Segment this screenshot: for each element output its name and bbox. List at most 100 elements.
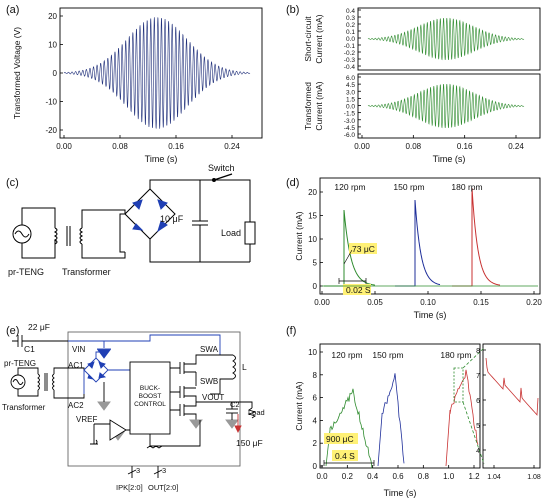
f-charge-annotation: 900 μC (326, 434, 354, 444)
a-ytick-2: 0 (53, 69, 58, 78)
b-top-ytick-8: -0.4 (344, 64, 356, 71)
d-rpm-label-120: 120 rpm (334, 182, 365, 192)
comparator-amp (109, 419, 127, 441)
inset-180rpm-trace (485, 357, 539, 416)
d-time-annotation: 0.02 S (346, 285, 371, 295)
e-ac-sine-icon (12, 379, 24, 385)
panel-d-frame (319, 177, 541, 295)
b-top-ytick-2: 0.2 (346, 22, 355, 29)
capacitor-label: 10 μF (160, 214, 184, 224)
load-resistor (244, 221, 256, 245)
f-inset-ytick-4: 4 (476, 448, 480, 455)
b-bot-ytick-5: -1.5 (344, 111, 356, 118)
d-xtick-2: 0.10 (420, 298, 436, 307)
block-label-line3: CONTROL (134, 401, 166, 408)
buck-boost-block (129, 361, 171, 435)
panel-b-xlabel: Time (s) (433, 154, 466, 164)
b-top-ytick-0: 0.4 (346, 8, 355, 15)
f-time-annotation: 0.4 S (335, 451, 355, 461)
dc-negative-wire (149, 239, 250, 263)
b-top-ytick-5: -0.1 (344, 43, 356, 50)
zoom-box (453, 367, 464, 403)
e-transformer-secondary (52, 373, 55, 391)
vout-rail (196, 401, 233, 420)
b-top-ytick-1: 0.3 (346, 15, 355, 22)
panel-d-letter: (d) (286, 177, 299, 189)
f-rpm-label-120: 120 rpm (331, 350, 362, 360)
ac-sine-icon (14, 230, 30, 238)
f-ytick-5: 0 (313, 462, 318, 471)
d-xtick-0: 0.00 (314, 298, 330, 307)
switch-pivot (212, 178, 216, 182)
vin-diode (97, 349, 111, 359)
d-rpm-label-150: 150 rpm (393, 182, 424, 192)
e-pr-teng-label: pr-TENG (4, 359, 36, 368)
transformer-label: Transformer (62, 267, 111, 277)
f-time-highlight (332, 450, 358, 461)
f-ytick-1: 8 (313, 371, 318, 380)
a-xtick-3: 0.24 (224, 142, 240, 151)
b-top-ytick-3: 0.1 (346, 29, 355, 36)
switch-blade (213, 173, 233, 181)
d-ytick-1: 15 (308, 212, 317, 221)
feedback-wire (149, 420, 201, 447)
charging-150rpm (377, 373, 405, 467)
f-inset-ytick-1: 7 (476, 373, 480, 380)
transformer-top-wire (81, 209, 126, 228)
transformer-secondary-coil (79, 227, 84, 245)
b-top-ytick-4: 0.0 (346, 36, 355, 43)
e-bridge-output (95, 351, 130, 371)
panel-b-bottom-ylabel-line1: Transformed (303, 82, 313, 130)
d-charge-highlight (349, 243, 377, 254)
f-ytick-3: 4 (313, 416, 318, 425)
e-bridge-frame (83, 357, 109, 383)
f-rpm-label-180: 180 rpm (440, 350, 471, 360)
charging-180rpm (445, 369, 479, 467)
zoom-connectors (462, 347, 485, 465)
panel-b-short-circuit-trace (367, 17, 525, 61)
panel-a-ylabel: Transformed Voltage (V) (12, 27, 22, 119)
d-xtick-3: 0.15 (473, 298, 489, 307)
b-bot-ytick-8: -6.0 (344, 132, 356, 139)
panel-a-letter: (a) (6, 4, 19, 16)
b-bot-ytick-4: 0.0 (346, 104, 355, 111)
d-ytick-0: 20 (308, 188, 317, 197)
d-charge-pointer (343, 249, 353, 265)
e-transformer-label: Transformer (2, 403, 46, 412)
ac2-wire (53, 390, 85, 399)
panel-c-letter: (c) (6, 177, 19, 189)
comparator-wires (94, 423, 130, 431)
panel-a-voltage-trace (63, 17, 251, 129)
b-xtick-0: 0.00 (354, 142, 370, 151)
f-xtick-1: 0.2 (342, 472, 354, 481)
panel-e: (e) (2, 322, 265, 492)
load-label: Load (221, 228, 241, 238)
ac2-label: AC2 (68, 401, 84, 410)
e-transformer-primary (37, 373, 40, 391)
load-wire (232, 401, 253, 408)
panel-f-ylabel: Current (mA) (294, 381, 304, 430)
pulse-180rpm (452, 187, 501, 287)
panel-d-ylabel: Current (mA) (294, 211, 304, 260)
pulse-150rpm (395, 199, 441, 287)
transformer-bottom-wire (81, 244, 126, 259)
ac1-wire (53, 367, 85, 374)
output-arrowhead-red (234, 425, 242, 434)
f-xtick-3: 0.6 (392, 472, 404, 481)
inductor-L (210, 354, 236, 395)
f-time-bracket (323, 460, 375, 466)
e-source-top-wire (17, 367, 39, 375)
source-bottom-wire (21, 240, 56, 259)
f-ytick-2: 6 (313, 394, 318, 403)
f-xtick-5: 1.0 (443, 472, 455, 481)
a-ytick-4: -20 (45, 126, 57, 135)
d-ytick-3: 5 (313, 259, 318, 268)
switch-a-transistor (170, 354, 220, 374)
a-xtick-2: 0.16 (168, 142, 184, 151)
charging-120rpm (325, 388, 373, 469)
f-xtick-2: 0.4 (367, 472, 379, 481)
panel-d: (d) 120 rpm 150 rpm 180 rpm 73 μC 0.02 S… (286, 177, 542, 320)
e-bridge-diodes (87, 361, 107, 380)
pr-teng-label: pr-TENG (8, 267, 44, 277)
